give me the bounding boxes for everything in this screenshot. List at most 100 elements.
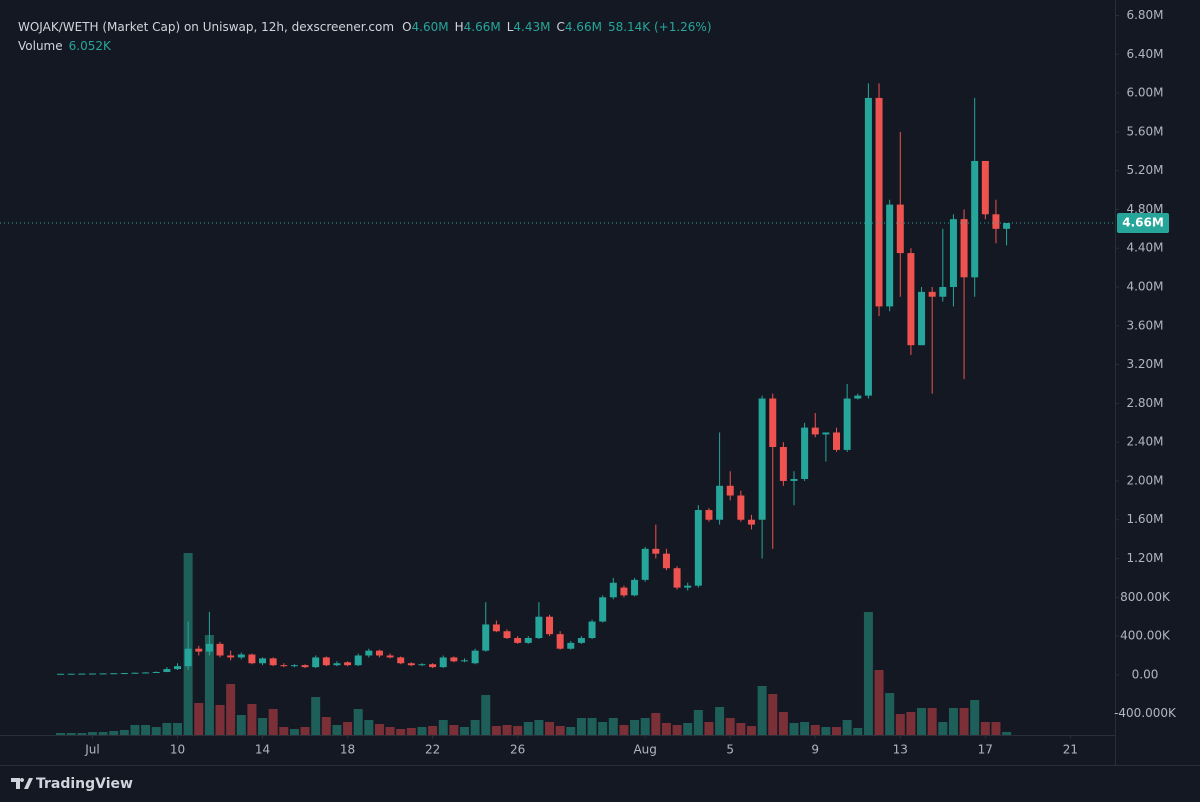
x-tick-label: 26 — [510, 743, 525, 757]
candle-body — [248, 654, 256, 664]
candle-body — [514, 638, 522, 643]
candle-body — [142, 672, 150, 674]
candle-body — [535, 616, 543, 639]
volume-bar — [162, 723, 172, 735]
candle-body — [918, 291, 926, 346]
volume-bar — [364, 720, 374, 735]
candle-body — [609, 582, 617, 598]
volume-bar — [598, 722, 608, 735]
y-tick-label: 2.40M — [1126, 435, 1163, 449]
y-tick-label: 4.40M — [1126, 241, 1163, 255]
volume-bar — [343, 722, 353, 735]
candle-body — [163, 669, 171, 672]
candle-body — [184, 648, 192, 667]
volume-bar — [534, 720, 544, 735]
candle-body — [439, 657, 447, 668]
volume-value: 6.052K — [69, 39, 112, 53]
candle-body — [397, 657, 405, 664]
volume-bar — [545, 722, 555, 735]
candle-body — [269, 658, 277, 666]
volume-bar — [449, 725, 459, 735]
volume-legend: Volume 6.052K — [18, 39, 112, 53]
y-tick-label: -400.000K — [1114, 706, 1177, 720]
volume-bar — [555, 726, 565, 735]
candle-body — [960, 219, 968, 278]
volume-bar — [459, 727, 469, 735]
volume-bar — [204, 635, 214, 735]
brand-logo — [11, 778, 33, 789]
candle-body — [939, 287, 947, 297]
volume-bar — [885, 693, 895, 735]
volume-bar — [98, 732, 108, 735]
x-tick-label: 14 — [255, 743, 270, 757]
y-tick-label: 4.80M — [1126, 202, 1163, 216]
candle-body — [864, 97, 872, 396]
candle-body — [259, 658, 267, 664]
volume-bar — [173, 723, 183, 735]
ohlc-value: 4.60M — [412, 20, 449, 34]
candle-body — [205, 643, 213, 652]
volume-bar — [651, 713, 661, 735]
candle-body — [662, 553, 670, 569]
candle-body — [152, 671, 160, 673]
candle-body — [78, 673, 86, 675]
candle-body — [450, 657, 458, 662]
candle-body — [195, 648, 203, 652]
candle-body — [716, 485, 724, 520]
candle-body — [673, 568, 681, 588]
volume-bar — [640, 718, 650, 735]
volume-bar — [683, 723, 693, 735]
y-tick-label: 400.00K — [1120, 629, 1171, 643]
volume-bar — [608, 718, 618, 735]
volume-bar — [438, 720, 448, 735]
candle-body — [375, 650, 383, 656]
volume-bar — [215, 705, 225, 735]
x-tick-label: 21 — [1063, 743, 1078, 757]
candle-body — [822, 432, 830, 435]
candle-body — [992, 214, 1000, 229]
volume-bar — [725, 718, 735, 735]
volume-bar — [917, 708, 927, 735]
candle-body — [652, 548, 660, 554]
y-tick-label: 4.00M — [1126, 280, 1163, 294]
volume-bar — [279, 727, 289, 735]
volume-bar — [353, 709, 363, 735]
y-tick-label: 6.00M — [1126, 86, 1163, 100]
change: 58.14K (+1.26%) — [608, 20, 712, 34]
y-tick-label: 0.00 — [1132, 667, 1159, 681]
volume-bar — [736, 723, 746, 735]
candle-body — [492, 624, 500, 632]
volume-bar — [56, 733, 66, 735]
volume-bar — [853, 728, 863, 735]
ohlc-value: 4.66M — [565, 20, 602, 34]
plot — [0, 83, 1115, 735]
candle-body — [312, 657, 320, 668]
x-tick-label: 10 — [170, 743, 185, 757]
candle-body — [1003, 223, 1011, 229]
volume-bar — [502, 725, 512, 735]
volume-bar — [778, 712, 788, 735]
candle-body — [641, 548, 649, 580]
volume-bar — [757, 686, 767, 735]
candle-body — [131, 672, 139, 674]
candle-body — [301, 665, 309, 668]
volume-bar — [109, 731, 119, 735]
candle-body — [174, 666, 182, 670]
x-tick-label: Jul — [84, 743, 99, 757]
candle-body — [99, 673, 107, 675]
volume-bar — [66, 733, 76, 735]
volume-bar — [948, 708, 958, 735]
x-tick-label: Aug — [633, 743, 656, 757]
legend-line: WOJAK/WETH (Market Cap) on Uniswap, 12h,… — [18, 20, 712, 34]
candle-body — [907, 253, 915, 346]
volume-bar — [321, 717, 331, 735]
volume-bar — [704, 722, 714, 735]
y-tick-label: 3.60M — [1126, 318, 1163, 332]
volume-bar — [268, 709, 278, 735]
candle-body — [322, 657, 330, 666]
y-tick-label: 6.80M — [1126, 8, 1163, 22]
brand: TradingView — [36, 776, 133, 792]
volume-bar — [130, 725, 140, 735]
y-tick-label: 1.60M — [1126, 512, 1163, 526]
